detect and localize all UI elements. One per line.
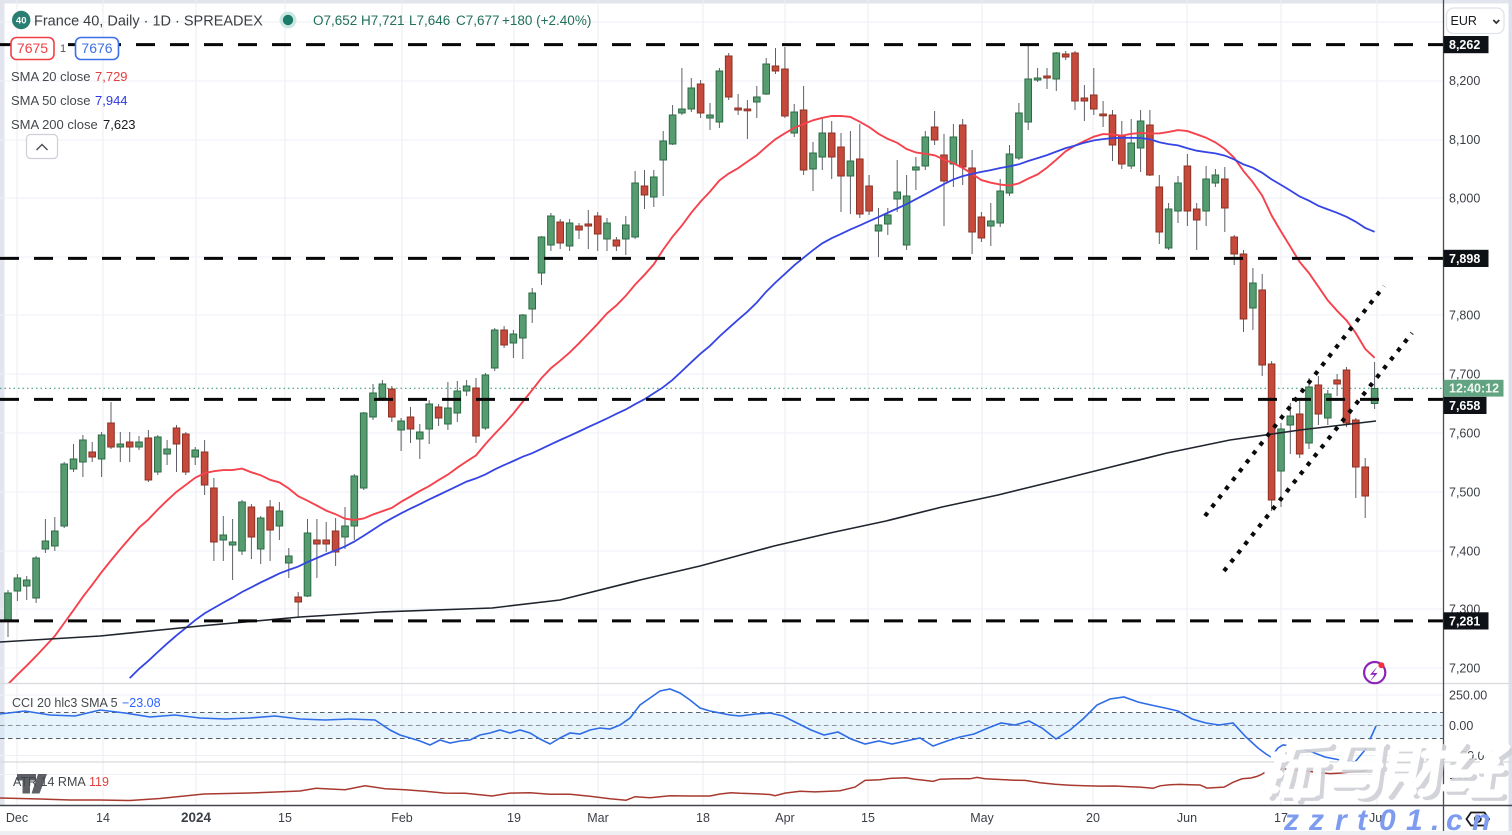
svg-text:7,200: 7,200 (1449, 662, 1480, 676)
svg-text:7,944: 7,944 (95, 93, 128, 108)
svg-text:7,281: 7,281 (1449, 614, 1480, 628)
svg-text:+180 (+2.40%): +180 (+2.40%) (502, 13, 591, 28)
svg-text:15: 15 (278, 811, 292, 825)
svg-text:Jun: Jun (1177, 811, 1197, 825)
svg-text:18: 18 (696, 811, 710, 825)
svg-text:z: z (1283, 804, 1299, 835)
svg-text:1: 1 (1406, 804, 1423, 835)
svg-text:8,100: 8,100 (1449, 133, 1480, 147)
svg-text:EUR: EUR (1451, 14, 1477, 28)
svg-text:2024: 2024 (181, 810, 212, 825)
svg-text:z: z (1308, 804, 1324, 835)
svg-text:t: t (1357, 804, 1369, 835)
svg-text:May: May (970, 811, 994, 825)
svg-text:7,729: 7,729 (95, 69, 128, 84)
svg-text:1: 1 (60, 43, 66, 55)
svg-text:12:40:12: 12:40:12 (1449, 382, 1499, 396)
svg-text:7,898: 7,898 (1449, 252, 1480, 266)
svg-text:15: 15 (861, 811, 875, 825)
svg-text:7676: 7676 (81, 40, 112, 56)
svg-text:0.00: 0.00 (1449, 719, 1473, 733)
svg-text:7,658: 7,658 (1449, 399, 1480, 413)
svg-text:7,600: 7,600 (1449, 427, 1480, 441)
svg-text:14: 14 (96, 811, 110, 825)
svg-text:119: 119 (89, 775, 109, 789)
svg-text:7,623: 7,623 (103, 117, 136, 132)
svg-text:r: r (1335, 804, 1349, 835)
svg-text:Mar: Mar (587, 811, 609, 825)
svg-text:8,262: 8,262 (1449, 38, 1480, 52)
svg-text:7675: 7675 (17, 40, 48, 56)
svg-text:SMA 50 close: SMA 50 close (11, 93, 91, 108)
svg-text:C7,677: C7,677 (456, 13, 500, 28)
svg-text:c: c (1446, 804, 1463, 835)
svg-text:Apr: Apr (775, 811, 794, 825)
svg-text:7,500: 7,500 (1449, 486, 1480, 500)
svg-text:40: 40 (16, 16, 27, 27)
svg-text:7,400: 7,400 (1449, 545, 1480, 559)
svg-text:20: 20 (1086, 811, 1100, 825)
svg-text:L7,646: L7,646 (409, 13, 450, 28)
svg-text:17: 17 (1274, 811, 1288, 825)
svg-text:7,800: 7,800 (1449, 309, 1480, 323)
svg-text:Feb: Feb (391, 811, 413, 825)
svg-text:7,700: 7,700 (1449, 368, 1480, 382)
svg-text:n: n (1472, 804, 1490, 835)
svg-text:250.00: 250.00 (1449, 689, 1487, 703)
svg-text:CCI 20 hlc3 SMA 5: CCI 20 hlc3 SMA 5 (12, 696, 118, 710)
svg-text:H7,721: H7,721 (361, 13, 405, 28)
svg-text:O7,652: O7,652 (313, 13, 357, 28)
svg-text:8,200: 8,200 (1449, 74, 1480, 88)
svg-text:France 40, Daily · 1D · SPREAD: France 40, Daily · 1D · SPREADEX (34, 14, 263, 30)
svg-text:SMA 200 close: SMA 200 close (11, 117, 98, 132)
svg-text:8,000: 8,000 (1449, 192, 1480, 206)
svg-text:19: 19 (507, 811, 521, 825)
svg-text:Dec: Dec (6, 811, 28, 825)
svg-text:Jul: Jul (1369, 811, 1385, 825)
svg-text:0: 0 (1379, 804, 1396, 835)
svg-text:.: . (1431, 804, 1439, 835)
svg-text:−23.08: −23.08 (122, 696, 161, 710)
svg-text:SMA 20 close: SMA 20 close (11, 69, 91, 84)
